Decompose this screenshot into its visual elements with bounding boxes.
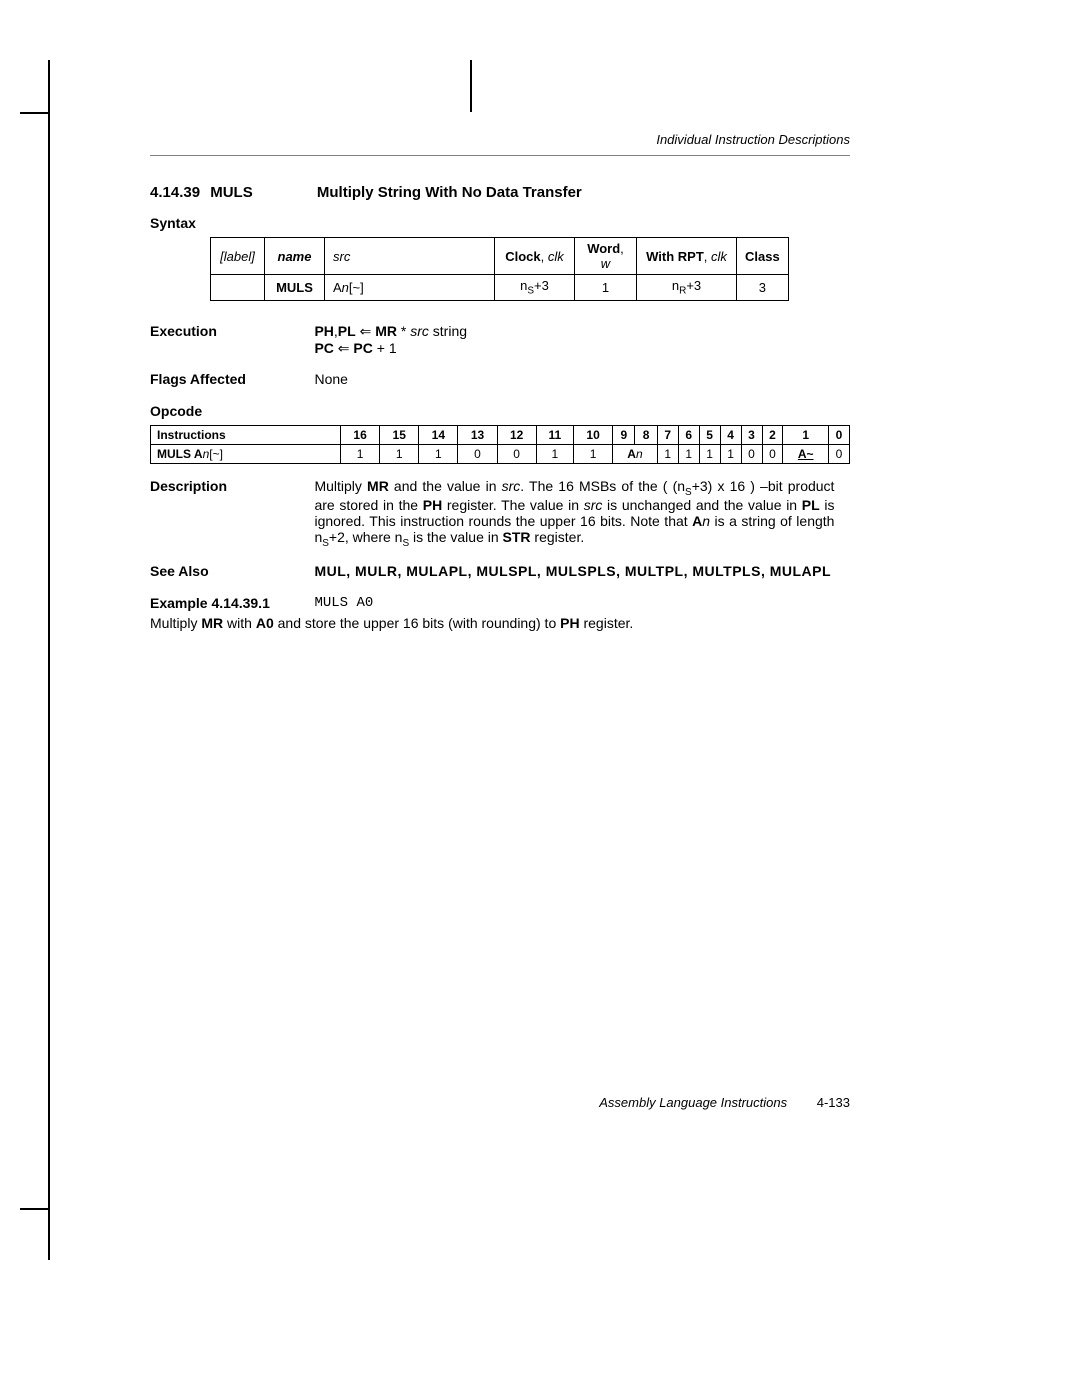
c15: 1	[380, 444, 419, 463]
opcode-data-row: MULS An[~] 1 1 1 0 0 1 1 An 1 1 1 1 0 0 …	[151, 444, 850, 463]
c12: 0	[497, 444, 536, 463]
page-footer: Assembly Language Instructions 4-133	[150, 1095, 850, 1110]
example-label: Example 4.14.39.1	[150, 595, 310, 611]
bit-1: 1	[783, 425, 828, 444]
bit-10: 10	[574, 425, 613, 444]
th-class: Class	[737, 238, 789, 275]
bit-16: 16	[341, 425, 380, 444]
bit-9: 9	[613, 425, 635, 444]
c13: 0	[458, 444, 497, 463]
c14: 1	[419, 444, 458, 463]
description-block: Description Multiply MR and the value in…	[150, 478, 850, 550]
section-number: 4.14.39	[150, 184, 200, 201]
syntax-label: Syntax	[150, 215, 310, 231]
c11: 1	[536, 444, 573, 463]
opcode-label: Opcode	[150, 403, 310, 419]
c2: 0	[762, 444, 783, 463]
crop-mark-left	[48, 60, 50, 1260]
bit-6: 6	[678, 425, 699, 444]
flags-block: Flags Affected None	[150, 371, 850, 389]
syntax-header-row: [label] name src Clock, clk Word, w With…	[211, 238, 789, 275]
th-clock: Clock, clk	[495, 238, 575, 275]
execution-label: Execution	[150, 323, 310, 339]
bit-12: 12	[497, 425, 536, 444]
description-label: Description	[150, 478, 310, 494]
opcode-instr: MULS An[~]	[151, 444, 341, 463]
seealso-label: See Also	[150, 563, 310, 579]
bit-4: 4	[720, 425, 741, 444]
example-code: MULS A0	[314, 595, 834, 611]
bit-0: 0	[828, 425, 849, 444]
seealso-block: See Also MUL, MULR, MULAPL, MULSPL, MULS…	[150, 563, 850, 581]
section-desc: Multiply String With No Data Transfer	[317, 184, 582, 201]
example-block: Example 4.14.39.1 MULS A0 Multiply MR wi…	[150, 595, 850, 631]
example-text: Multiply MR with A0 and store the upper …	[150, 615, 850, 631]
th-name: name	[265, 238, 325, 275]
c10: 1	[574, 444, 613, 463]
section-mnemonic: MULS	[210, 184, 253, 201]
opcode-table: Instructions 16 15 14 13 12 11 10 9 8 7 …	[150, 425, 850, 464]
c5: 1	[699, 444, 720, 463]
c98: An	[613, 444, 658, 463]
bit-7: 7	[657, 425, 678, 444]
bit-13: 13	[458, 425, 497, 444]
c4: 1	[720, 444, 741, 463]
footer-text: Assembly Language Instructions	[599, 1095, 787, 1110]
td-rpt: nR+3	[637, 275, 737, 301]
td-name: MULS	[265, 275, 325, 301]
crop-mark-mid	[470, 60, 472, 112]
opcode-block: Opcode	[150, 403, 850, 421]
td-label	[211, 275, 265, 301]
c7: 1	[657, 444, 678, 463]
td-class: 3	[737, 275, 789, 301]
c0: 0	[828, 444, 849, 463]
td-word: 1	[575, 275, 637, 301]
th-src: src	[325, 238, 495, 275]
syntax-table: [label] name src Clock, clk Word, w With…	[210, 237, 789, 301]
opcode-header-row: Instructions 16 15 14 13 12 11 10 9 8 7 …	[151, 425, 850, 444]
syntax-data-row: MULS An[~] nS+3 1 nR+3 3	[211, 275, 789, 301]
bit-15: 15	[380, 425, 419, 444]
td-src: An[~]	[325, 275, 495, 301]
head-rule	[150, 155, 850, 156]
c16: 1	[341, 444, 380, 463]
seealso-value: MUL, MULR, MULAPL, MULSPL, MULSPLS, MULT…	[314, 563, 834, 579]
th-label: [label]	[211, 238, 265, 275]
bit-11: 11	[536, 425, 573, 444]
bit-2: 2	[762, 425, 783, 444]
th-word: Word, w	[575, 238, 637, 275]
running-head: Individual Instruction Descriptions	[150, 132, 850, 147]
th-instructions: Instructions	[151, 425, 341, 444]
crop-mark-h1	[20, 112, 48, 114]
execution-block: Execution PH,PL ⇐ MR * src string PC ⇐ P…	[150, 323, 850, 357]
section-title: 4.14.39 MULS Multiply String With No Dat…	[150, 184, 850, 201]
td-clock: nS+3	[495, 275, 575, 301]
bit-14: 14	[419, 425, 458, 444]
bit-8: 8	[635, 425, 657, 444]
description-text: Multiply MR and the value in src. The 16…	[314, 478, 834, 550]
crop-mark-h2	[20, 1208, 48, 1210]
flags-label: Flags Affected	[150, 371, 310, 387]
c6: 1	[678, 444, 699, 463]
syntax-block: Syntax	[150, 215, 850, 233]
execution-value: PH,PL ⇐ MR * src string PC ⇐ PC + 1	[314, 323, 834, 357]
c3: 0	[741, 444, 762, 463]
c1: A~	[783, 444, 828, 463]
flags-value: None	[314, 371, 834, 387]
page-body: Individual Instruction Descriptions 4.14…	[150, 132, 850, 631]
th-rpt: With RPT, clk	[637, 238, 737, 275]
bit-5: 5	[699, 425, 720, 444]
bit-3: 3	[741, 425, 762, 444]
footer-page: 4-133	[817, 1095, 850, 1110]
